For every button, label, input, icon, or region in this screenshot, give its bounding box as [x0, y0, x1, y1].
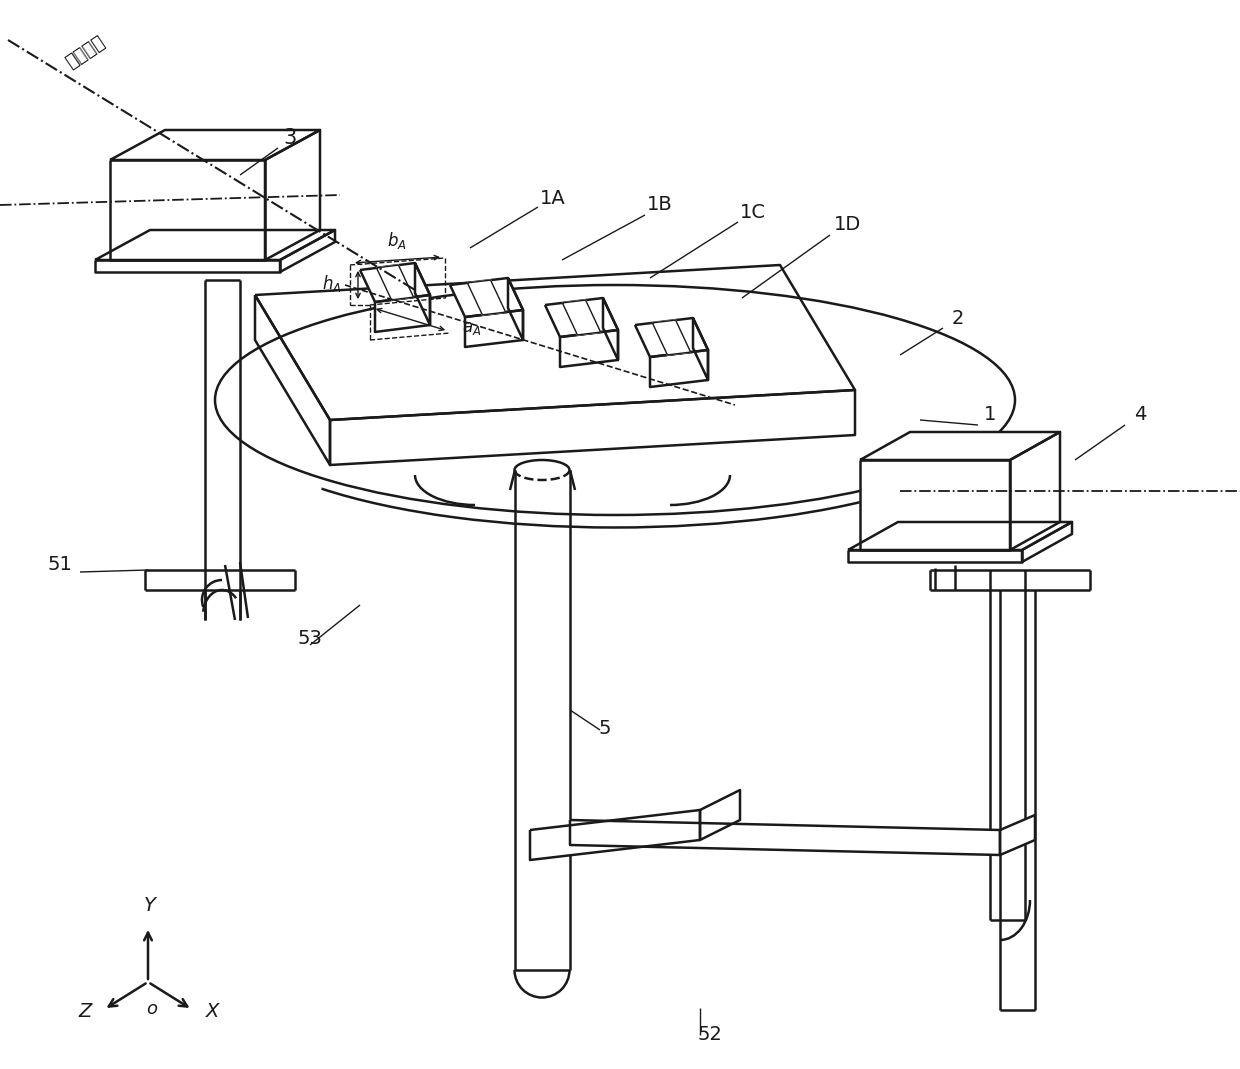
Text: 1D: 1D: [835, 216, 862, 234]
Polygon shape: [265, 130, 320, 260]
Polygon shape: [255, 295, 330, 465]
Text: 53: 53: [298, 629, 322, 648]
Polygon shape: [861, 460, 1011, 549]
Polygon shape: [603, 298, 618, 360]
Text: 5: 5: [599, 718, 611, 738]
Polygon shape: [693, 317, 708, 379]
Text: 51: 51: [47, 556, 72, 574]
Text: $h_A$: $h_A$: [322, 273, 342, 294]
Text: 4: 4: [1133, 405, 1146, 424]
Polygon shape: [635, 317, 708, 357]
Text: 1A: 1A: [541, 188, 565, 207]
Polygon shape: [529, 810, 701, 859]
Text: 1C: 1C: [740, 202, 766, 221]
Polygon shape: [1022, 522, 1073, 562]
Polygon shape: [570, 820, 999, 855]
Polygon shape: [450, 278, 523, 317]
Text: Y: Y: [144, 896, 156, 915]
Text: X: X: [206, 1002, 219, 1021]
Polygon shape: [1011, 432, 1060, 549]
Polygon shape: [848, 522, 1073, 549]
Text: o: o: [146, 1000, 157, 1018]
Polygon shape: [95, 260, 280, 272]
Polygon shape: [560, 330, 618, 367]
Polygon shape: [999, 815, 1035, 855]
Polygon shape: [701, 790, 740, 840]
Polygon shape: [508, 278, 523, 340]
Text: 2: 2: [952, 309, 965, 327]
Text: 1B: 1B: [647, 196, 673, 215]
Polygon shape: [848, 549, 1022, 562]
Polygon shape: [377, 265, 413, 300]
Polygon shape: [374, 295, 430, 332]
Polygon shape: [563, 300, 600, 335]
Polygon shape: [95, 230, 335, 260]
Polygon shape: [652, 320, 691, 355]
Polygon shape: [110, 130, 320, 160]
Polygon shape: [330, 390, 856, 465]
Polygon shape: [546, 298, 618, 337]
Text: $a_A$: $a_A$: [463, 319, 481, 337]
Polygon shape: [360, 263, 430, 303]
Polygon shape: [415, 263, 430, 325]
Polygon shape: [467, 280, 506, 315]
Text: 1: 1: [983, 405, 996, 424]
Polygon shape: [280, 230, 335, 272]
Text: 横向轴线: 横向轴线: [62, 32, 108, 72]
Text: Z: Z: [78, 1002, 92, 1021]
Polygon shape: [650, 350, 708, 387]
Polygon shape: [255, 265, 856, 420]
Polygon shape: [465, 310, 523, 347]
Polygon shape: [110, 160, 265, 260]
Polygon shape: [861, 432, 1060, 460]
Text: 3: 3: [284, 128, 296, 148]
Text: 52: 52: [698, 1025, 723, 1044]
Text: $b_A$: $b_A$: [387, 230, 407, 251]
